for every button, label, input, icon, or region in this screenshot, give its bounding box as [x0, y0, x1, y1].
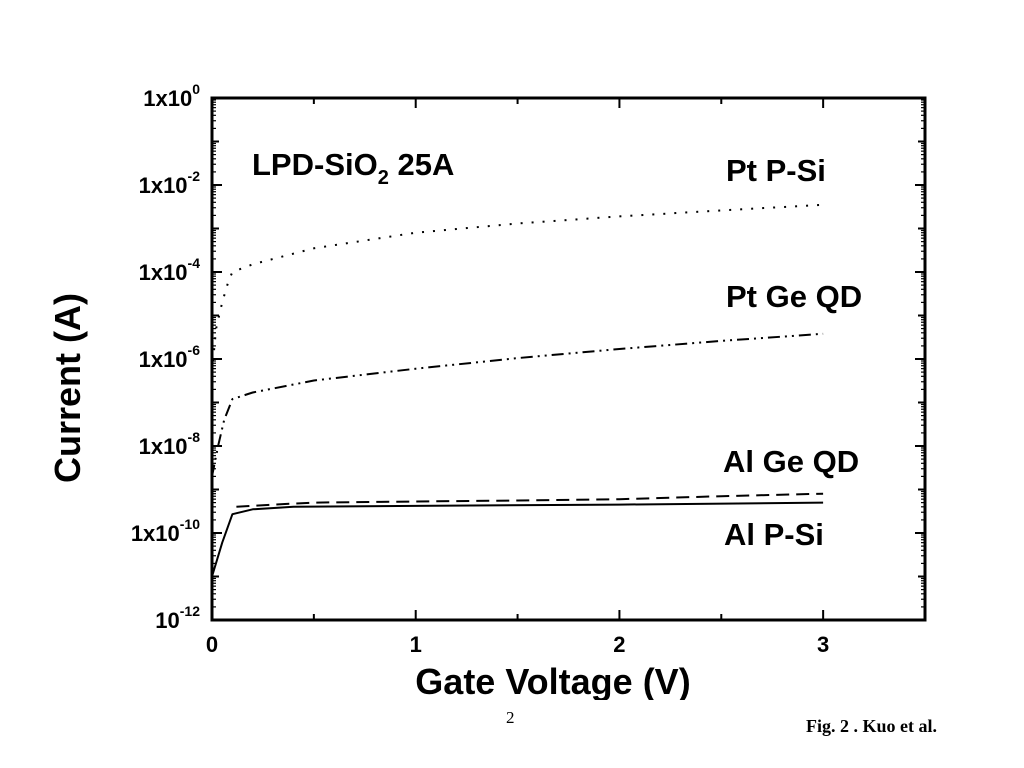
figure-caption: Fig. 2 . Kuo et al.	[806, 716, 937, 736]
y-tick-labels: 1x1001x10-21x10-41x10-61x10-81x10-1010-1…	[131, 81, 200, 633]
y-tick-label-base: 1x10	[139, 173, 188, 198]
y-tick-label: 1x10-4	[139, 255, 201, 285]
y-tick-label-base: 1x10	[143, 86, 192, 111]
x-axis-title: Gate Voltage (V)	[415, 661, 690, 700]
x-tick-label: 1	[410, 632, 422, 657]
series-label-al-ge-qd: Al Ge QD	[723, 444, 859, 479]
y-tick-label-exponent: -6	[188, 342, 201, 358]
x-tick-label: 3	[817, 632, 829, 657]
y-tick-label: 1x10-10	[131, 516, 200, 546]
x-tick-label: 2	[613, 632, 625, 657]
series-label-pt-ge-qd: Pt Ge QD	[726, 279, 862, 314]
x-tick-label: 0	[206, 632, 218, 657]
y-tick-label-base: 1x10	[139, 260, 188, 285]
series-line-al-ge-qd	[236, 492, 824, 508]
axis-ticks	[211, 97, 926, 621]
y-tick-label-exponent: -4	[188, 255, 201, 271]
y-tick-label-base: 1x10	[139, 434, 188, 459]
x-tick-labels: 0 1 2 3	[206, 632, 829, 657]
y-tick-label-exponent: 0	[192, 81, 200, 97]
series-label-pt-p-si: Pt P-Si	[726, 153, 826, 188]
y-tick-label-exponent: -10	[180, 516, 200, 532]
y-tick-label: 10-12	[155, 603, 200, 633]
y-tick-label: 1x10-8	[139, 429, 201, 459]
y-tick-label: 1x100	[143, 81, 200, 111]
series-label-al-p-si: Al P-Si	[724, 517, 824, 552]
y-axis-title: Current (A)	[47, 293, 88, 483]
y-tick-label-base: 10	[155, 608, 179, 633]
y-tick-label-base: 1x10	[139, 347, 188, 372]
series-line-pt-p-si	[211, 203, 824, 373]
annotation-rest: 25A	[389, 147, 454, 182]
y-tick-label-base: 1x10	[131, 521, 180, 546]
series-line-al-p-si	[211, 501, 824, 577]
annotation-main: LPD-SiO	[252, 147, 378, 182]
y-tick-label: 1x10-2	[139, 168, 201, 198]
y-tick-label-exponent: -2	[188, 168, 201, 184]
chart: 1x1001x10-21x10-41x10-61x10-81x10-1010-1…	[47, 81, 927, 700]
y-tick-label: 1x10-6	[139, 342, 201, 372]
chart-annotation: LPD-SiO2 25A	[252, 147, 454, 189]
annotation-subscript: 2	[378, 167, 389, 189]
series-line-pt-ge-qd	[211, 332, 824, 477]
page-number: 2	[506, 708, 515, 727]
y-tick-label-exponent: -8	[188, 429, 201, 445]
y-tick-label-exponent: -12	[180, 603, 200, 619]
series-lines	[211, 203, 824, 577]
